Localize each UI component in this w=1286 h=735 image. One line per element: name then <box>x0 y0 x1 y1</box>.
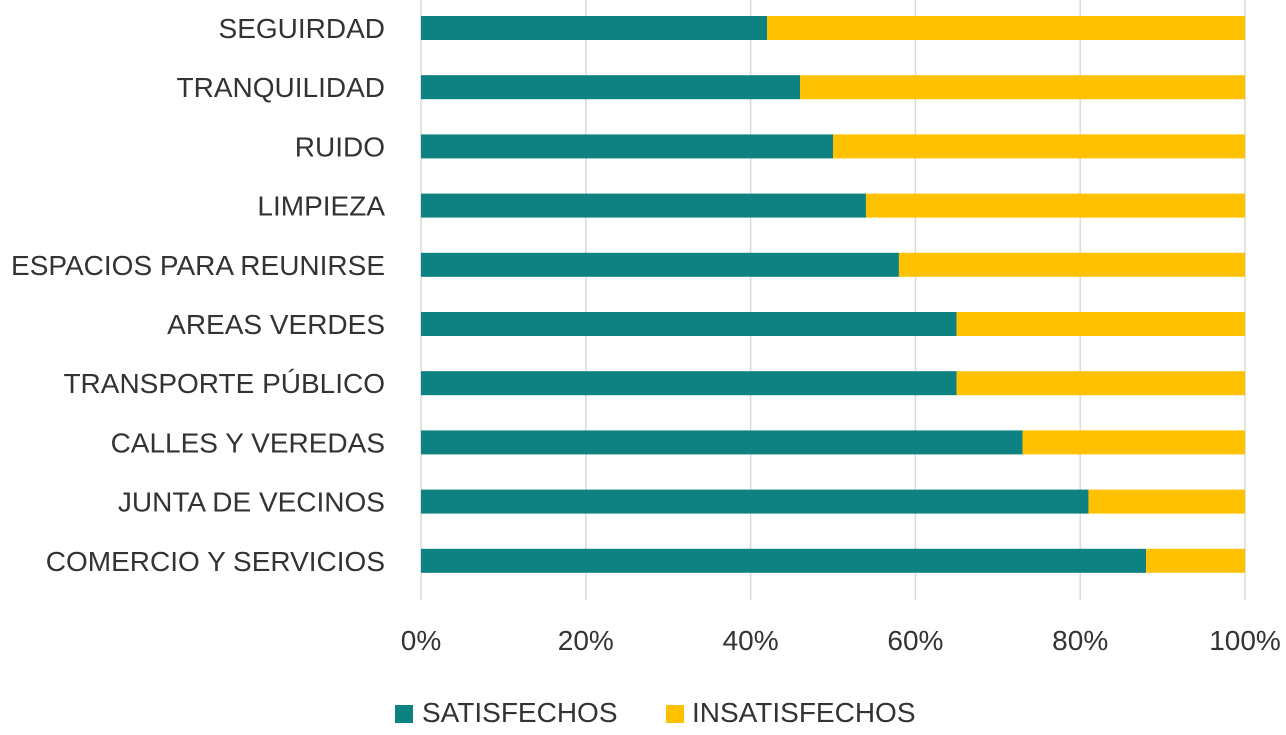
bar-satisfechos-5 <box>421 312 957 336</box>
legend-swatch-satisfechos <box>395 705 413 723</box>
bar-satisfechos-4 <box>421 252 899 277</box>
bar-insatisfechos-4 <box>898 252 1245 277</box>
category-label: LIMPIEZA <box>257 191 385 222</box>
bar-insatisfechos-7 <box>1022 430 1245 455</box>
bar-satisfechos-0 <box>421 16 768 40</box>
bar-satisfechos-1 <box>421 75 801 100</box>
x-tick-label: 20% <box>558 625 614 656</box>
category-label: TRANSPORTE PÚBLICO <box>63 368 385 399</box>
bar-satisfechos-3 <box>421 193 866 218</box>
category-axis: SEGUIRDAD TRANQUILIDAD RUIDO LIMPIEZA ESPACI… <box>11 13 385 577</box>
bar-satisfechos-7 <box>421 430 1023 455</box>
category-label: RUIDO <box>295 131 385 162</box>
bar-insatisfechos-5 <box>956 312 1245 336</box>
bar-insatisfechos-3 <box>865 193 1245 218</box>
bar-satisfechos-8 <box>421 489 1089 514</box>
x-tick-label: 100% <box>1209 625 1281 656</box>
bar-insatisfechos-8 <box>1088 489 1245 514</box>
category-label: SEGUIRDAD <box>219 13 385 44</box>
bar-satisfechos-6 <box>421 371 957 396</box>
bar-insatisfechos-2 <box>833 134 1245 159</box>
category-label: COMERCIO Y SERVICIOS <box>46 546 385 577</box>
category-label: JUNTA DE VECINOS <box>118 487 385 518</box>
bars <box>421 16 1245 573</box>
bar-insatisfechos-6 <box>956 371 1245 396</box>
legend-swatch-insatisfechos <box>666 705 684 723</box>
legend-label-insatisfechos: INSATISFECHOS <box>692 697 916 728</box>
category-label: CALLES Y VEREDAS <box>111 427 385 458</box>
bar-insatisfechos-0 <box>767 16 1245 40</box>
legend-label-satisfechos: SATISFECHOS <box>422 697 618 728</box>
x-tick-label: 0% <box>401 625 441 656</box>
bar-insatisfechos-9 <box>1146 548 1245 573</box>
legend: SATISFECHOS INSATISFECHOS <box>395 697 916 728</box>
bar-insatisfechos-1 <box>800 75 1245 100</box>
category-label: TRANQUILIDAD <box>177 72 385 103</box>
category-label: ESPACIOS PARA REUNIRSE <box>11 250 385 281</box>
x-tick-label: 60% <box>887 625 943 656</box>
x-tick-label: 80% <box>1052 625 1108 656</box>
category-label: AREAS VERDES <box>167 309 385 340</box>
value-axis: 0% 20% 40% 60% 80% 100% <box>401 625 1281 656</box>
x-tick-label: 40% <box>723 625 779 656</box>
bar-satisfechos-2 <box>421 134 833 159</box>
bar-satisfechos-9 <box>421 548 1147 573</box>
